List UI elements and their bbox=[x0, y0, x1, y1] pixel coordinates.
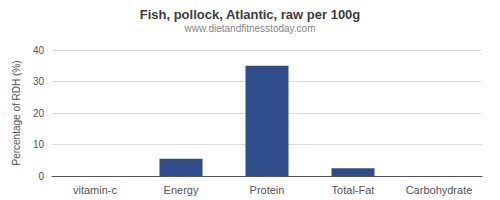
svg-text:Carbohydrate: Carbohydrate bbox=[406, 184, 473, 196]
svg-text:40: 40 bbox=[33, 45, 45, 56]
svg-text:Fish, pollock, Atlantic, raw p: Fish, pollock, Atlantic, raw per 100g bbox=[140, 7, 361, 22]
svg-text:Energy: Energy bbox=[164, 184, 199, 196]
svg-text:30: 30 bbox=[33, 76, 45, 87]
svg-text:www.dietandfitnesstoday.com: www.dietandfitnesstoday.com bbox=[184, 23, 316, 34]
svg-text:Percentage of RDH (%): Percentage of RDH (%) bbox=[11, 60, 22, 165]
svg-text:vitamin-c: vitamin-c bbox=[73, 184, 118, 196]
svg-text:0: 0 bbox=[38, 171, 44, 182]
svg-text:Total-Fat: Total-Fat bbox=[332, 184, 375, 196]
svg-text:20: 20 bbox=[33, 108, 45, 119]
svg-text:Protein: Protein bbox=[250, 184, 285, 196]
svg-text:10: 10 bbox=[33, 139, 45, 150]
